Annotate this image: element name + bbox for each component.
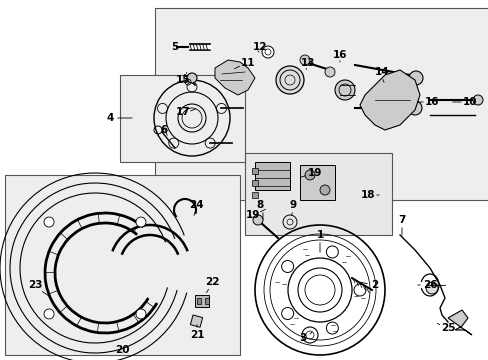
Polygon shape (359, 70, 419, 130)
Bar (190, 315, 202, 327)
FancyBboxPatch shape (155, 8, 488, 200)
Circle shape (305, 170, 314, 180)
Text: 7: 7 (398, 215, 405, 225)
Bar (251, 180, 258, 186)
Text: 1: 1 (316, 230, 323, 240)
Text: 24: 24 (188, 200, 203, 210)
Circle shape (334, 80, 354, 100)
Circle shape (325, 67, 334, 77)
Text: 17: 17 (175, 107, 190, 117)
Circle shape (325, 246, 338, 258)
Text: 23: 23 (28, 280, 42, 290)
Circle shape (299, 55, 309, 65)
Circle shape (353, 284, 365, 296)
Text: 11: 11 (240, 58, 255, 68)
Text: 5: 5 (171, 42, 178, 52)
Text: 12: 12 (252, 42, 267, 52)
Circle shape (186, 73, 197, 83)
Text: 16: 16 (424, 97, 438, 107)
Polygon shape (447, 310, 471, 335)
Circle shape (136, 217, 145, 227)
Circle shape (281, 307, 293, 320)
Text: 15: 15 (175, 75, 190, 85)
Text: 20: 20 (115, 345, 129, 355)
Text: 25: 25 (440, 323, 454, 333)
Text: 16: 16 (332, 50, 346, 60)
Circle shape (262, 46, 273, 58)
Text: 22: 22 (204, 277, 219, 287)
FancyBboxPatch shape (120, 75, 244, 162)
Circle shape (319, 185, 329, 195)
Text: 14: 14 (374, 67, 388, 77)
Text: 6: 6 (160, 125, 167, 135)
Polygon shape (215, 60, 254, 95)
Circle shape (44, 309, 54, 319)
FancyBboxPatch shape (5, 175, 240, 355)
Bar (251, 192, 258, 198)
Circle shape (472, 95, 482, 105)
Circle shape (408, 71, 422, 85)
Circle shape (407, 101, 421, 115)
Circle shape (425, 282, 437, 294)
Polygon shape (299, 165, 334, 200)
Circle shape (44, 217, 54, 227)
Bar (197, 298, 201, 304)
Bar (251, 168, 258, 174)
Text: 26: 26 (422, 280, 436, 290)
Circle shape (325, 322, 338, 334)
Text: 2: 2 (370, 280, 378, 290)
Circle shape (281, 261, 293, 273)
Text: 8: 8 (256, 200, 263, 210)
Text: 3: 3 (299, 333, 306, 343)
Polygon shape (254, 162, 289, 190)
FancyBboxPatch shape (244, 153, 391, 235)
Circle shape (136, 309, 145, 319)
Bar (195, 295, 208, 307)
Text: 18: 18 (360, 190, 374, 200)
Text: 10: 10 (462, 97, 476, 107)
Text: 19: 19 (245, 210, 260, 220)
Text: 19: 19 (307, 168, 322, 178)
Bar (204, 298, 208, 304)
Text: 9: 9 (289, 200, 296, 210)
Text: 13: 13 (300, 58, 315, 68)
Circle shape (275, 66, 304, 94)
Circle shape (252, 215, 263, 225)
Text: 4: 4 (106, 113, 113, 123)
Text: 21: 21 (189, 330, 204, 340)
